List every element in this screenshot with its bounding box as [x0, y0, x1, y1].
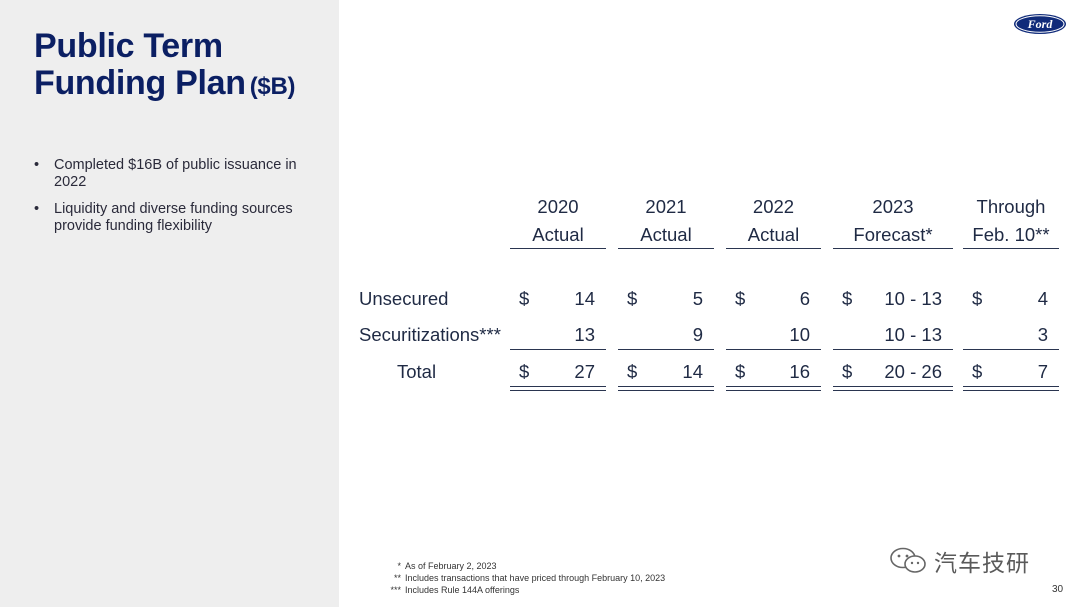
- total-double-underline: [618, 386, 714, 391]
- subtotal-underline: [963, 349, 1059, 350]
- currency-symbol: $: [519, 361, 530, 382]
- total-double-underline: [833, 386, 953, 391]
- title-unit: ($B): [249, 73, 296, 100]
- table-cell-value: 10 - 13: [884, 288, 942, 309]
- footnote: * As of February 2, 2023: [397, 561, 497, 571]
- currency-symbol: $: [627, 361, 638, 382]
- currency-symbol: $: [735, 361, 746, 382]
- total-double-underline: [963, 386, 1059, 391]
- table-cell-value: 3: [1037, 324, 1048, 345]
- footnote: ** Includes transactions that have priced…: [393, 573, 666, 583]
- bullet-list: • Completed $16B of public issuance in 20…: [34, 157, 324, 245]
- page-number: 30: [1052, 584, 1064, 595]
- column-header-year: 2023: [872, 196, 914, 217]
- column-header-type: Feb. 10**: [972, 224, 1050, 245]
- header-underline: [963, 248, 1059, 249]
- left-panel: [0, 0, 339, 607]
- currency-symbol: $: [842, 288, 853, 309]
- column-header-type: Actual: [747, 224, 800, 245]
- table-cell-value: 6: [799, 288, 810, 309]
- currency-symbol: $: [519, 288, 530, 309]
- column-header-type: Actual: [640, 224, 692, 245]
- table-cell-value: 27: [574, 361, 595, 382]
- bullet-item: • Completed $16B of public issuance in 20…: [34, 157, 324, 191]
- table-cell-value: 10: [789, 324, 810, 345]
- row-label: Unsecured: [359, 288, 449, 309]
- header-underline: [510, 248, 606, 249]
- bullet-text: Liquidity and diverse funding sources pr…: [54, 201, 293, 234]
- table-cell-value: 7: [1037, 361, 1048, 382]
- subtotal-underline: [833, 349, 953, 350]
- table-cell-value: 20 - 26: [884, 361, 942, 382]
- footnotes: * As of February 2, 2023 ** Includes trans…: [385, 560, 665, 596]
- title-line-2: Funding Plan: [34, 64, 246, 102]
- row-label: Securitizations***: [359, 324, 501, 345]
- subtotal-underline: [726, 349, 821, 350]
- column-header-year: 2022: [752, 196, 795, 217]
- page-title: Public Term Funding Plan ($B): [34, 28, 295, 105]
- table-cell-value: 9: [692, 324, 703, 345]
- total-double-underline: [510, 386, 606, 391]
- table-cell-value: 10 - 13: [884, 324, 942, 345]
- footnote: *** Includes Rule 144A offerings: [390, 585, 520, 595]
- bullet-item: • Liquidity and diverse funding sources p…: [34, 201, 324, 235]
- column-header-type: Forecast*: [853, 224, 933, 245]
- table-cell-value: 14: [574, 288, 595, 309]
- currency-symbol: $: [972, 288, 983, 309]
- header-underline: [833, 248, 953, 249]
- currency-symbol: $: [735, 288, 746, 309]
- watermark-text: 汽车技研: [934, 550, 1030, 576]
- currency-symbol: $: [842, 361, 853, 382]
- title-line-1: Public Term: [34, 27, 223, 65]
- column-header-year: 2021: [645, 196, 687, 217]
- header-underline: [618, 248, 714, 249]
- bullet-text: Completed $16B of public issuance in 202…: [54, 157, 297, 190]
- currency-symbol: $: [627, 288, 638, 309]
- currency-symbol: $: [972, 361, 983, 382]
- total-double-underline: [726, 386, 821, 391]
- bullet-dot-icon: •: [34, 201, 40, 217]
- column-header-year: Through: [976, 196, 1046, 217]
- column-header-type: Actual: [532, 224, 584, 245]
- header-underline: [726, 248, 821, 249]
- table-cell-value: 5: [692, 288, 703, 309]
- bullet-dot-icon: •: [34, 157, 40, 173]
- ford-logo: Ford: [1014, 14, 1066, 34]
- table-cell-value: 4: [1037, 288, 1048, 309]
- column-header-year: 2020: [537, 196, 579, 217]
- ford-logo-text: Ford: [1027, 17, 1054, 31]
- wechat-icon: [890, 547, 926, 573]
- table-cell-value: 14: [682, 361, 703, 382]
- table-cell-value: 13: [574, 324, 595, 345]
- watermark: 汽车技研: [888, 544, 1030, 578]
- row-label: Total: [397, 361, 437, 382]
- subtotal-underline: [618, 349, 714, 350]
- subtotal-underline: [510, 349, 606, 350]
- table-cell-value: 16: [789, 361, 810, 382]
